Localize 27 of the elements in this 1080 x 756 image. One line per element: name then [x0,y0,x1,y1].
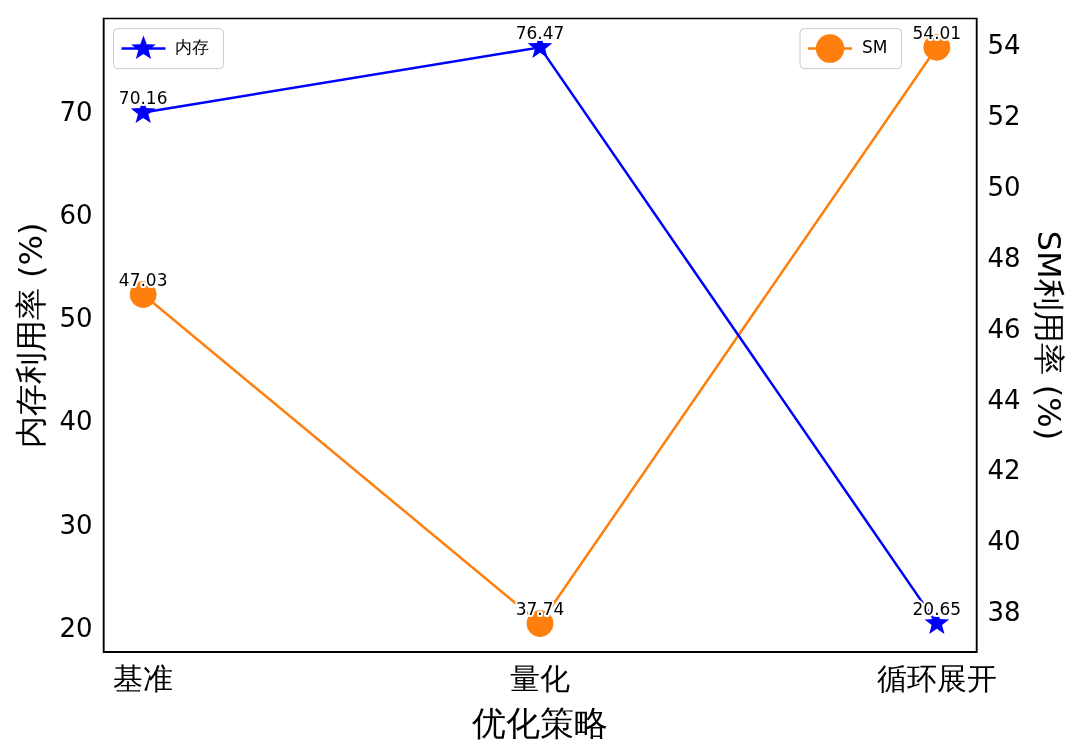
y2-tick-label: 40 [987,526,1021,557]
data-label: 70.16 [118,88,168,109]
y2-tick-label: 48 [987,242,1021,273]
y2-tick-label: 42 [987,455,1021,486]
data-label: 54.01 [912,23,962,44]
y-tick-label: 70 [59,96,93,127]
legend-label: 内存 [175,37,210,58]
y-tick-label: 40 [59,406,93,437]
y2-axis-title: SM利用率 (%) [1030,230,1069,441]
y2-tick-label: 44 [987,384,1021,415]
y2-tick-label: 38 [987,597,1021,628]
y2-tick-label: 46 [987,313,1021,344]
y2-tick-label: 50 [987,172,1021,203]
y-tick-label: 60 [59,200,93,231]
data-label: 76.47 [515,23,565,44]
x-tick-label: 基准 [113,661,174,696]
y-axis-title: 内存利用率 (%) [11,222,50,449]
legend-label: SM [862,37,888,58]
y-tick-label: 50 [59,303,93,334]
y-tick-label: 30 [59,509,93,540]
x-axis-title: 优化策略 [472,703,608,744]
y2-tick-label: 52 [987,101,1021,132]
x-tick-label: 循环展开 [876,661,997,696]
x-tick-label: 量化 [510,661,570,696]
y2-tick-label: 54 [987,30,1021,61]
y-tick-label: 20 [59,612,93,643]
data-label: 47.03 [118,270,168,291]
